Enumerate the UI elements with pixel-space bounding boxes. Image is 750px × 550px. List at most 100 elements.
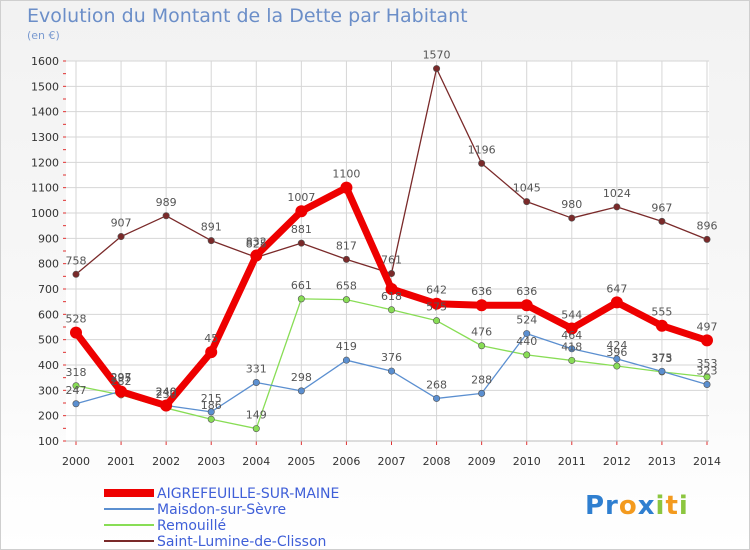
data-label: 881 [291,223,312,236]
logo-letter: Pr [585,491,619,521]
legend-label: AIGREFEUILLE-SUR-MAINE [157,486,339,502]
logo-letter: i [655,491,666,521]
data-point [207,415,215,423]
data-label: 989 [156,196,177,209]
data-label: 295 [111,372,132,385]
data-label: 497 [697,320,718,333]
data-label: 1570 [423,49,451,62]
data-label: 282 [111,375,132,388]
data-point [70,326,82,339]
data-point [520,299,533,312]
data-point [568,345,576,353]
proxiti-logo: Proxiti [585,491,689,521]
logo-letter: o [618,491,638,521]
data-point [297,387,305,395]
data-label: 318 [66,366,87,379]
data-point [655,319,668,332]
x-tick-label: 2005 [287,455,315,468]
data-label: 980 [561,198,582,211]
data-label: 661 [291,279,312,292]
x-tick-label: 2010 [513,455,541,468]
data-point [385,283,398,295]
data-point [613,203,621,211]
data-label: 1007 [287,191,315,204]
data-point [72,270,80,278]
data-point [523,198,531,206]
y-tick-label: 1400 [31,106,59,119]
y-tick-label: 1600 [31,55,59,68]
data-point [523,330,531,338]
legend-label: Remouillé [157,518,226,534]
y-tick-label: 1200 [31,156,59,169]
legend-label: Maisdon-sur-Sèvre [157,502,286,518]
data-label: 528 [66,313,87,326]
data-point [613,362,621,370]
data-label: 464 [561,329,582,342]
data-point [340,181,353,194]
data-point [658,217,666,225]
data-point [610,296,623,309]
data-point [523,351,531,359]
data-label: 297 [111,371,132,384]
data-label: 268 [426,378,447,391]
data-label: 247 [66,384,87,397]
data-point [703,381,711,389]
data-point [162,212,170,220]
x-tick-label: 2013 [648,455,676,468]
data-label: 353 [697,357,718,370]
y-tick-label: 400 [38,359,59,372]
data-label: 288 [471,373,492,386]
data-point [433,317,441,325]
data-point [297,295,305,303]
data-label: 647 [606,282,627,295]
data-point [478,159,486,167]
data-label: 418 [561,340,582,353]
data-label: 1045 [513,182,541,195]
data-label: 817 [336,239,357,252]
data-label: 331 [246,362,267,375]
data-label: 375 [651,351,672,364]
y-tick-label: 800 [38,258,59,271]
y-tick-label: 200 [38,410,59,423]
data-label: 761 [381,254,402,267]
data-label: 230 [156,388,177,401]
x-tick-label: 2014 [693,455,721,468]
y-tick-label: 1300 [31,131,59,144]
y-tick-label: 700 [38,283,59,296]
data-point [342,296,350,304]
data-label: 758 [66,254,87,267]
data-label: 896 [697,219,718,232]
data-point [205,346,218,359]
x-tick-label: 2008 [423,455,451,468]
x-tick-label: 2003 [197,455,225,468]
data-point [207,237,215,245]
x-tick-label: 2011 [558,455,586,468]
data-label: 240 [156,386,177,399]
data-point [433,65,441,73]
data-label: 424 [606,339,627,352]
data-point [478,342,486,350]
data-label: 323 [697,365,718,378]
x-tick-label: 2004 [242,455,270,468]
data-label: 907 [111,217,132,230]
y-tick-label: 500 [38,334,59,347]
data-point [72,382,80,390]
data-label: 215 [201,392,222,405]
x-tick-label: 2002 [152,455,180,468]
data-label: 832 [246,236,267,249]
data-point [658,367,666,375]
data-label: 618 [381,290,402,303]
data-label: 642 [426,284,447,297]
data-point [250,249,263,262]
y-tick-label: 1100 [31,182,59,195]
data-point [568,356,576,364]
data-label: 419 [336,340,357,353]
y-tick-label: 100 [38,435,59,448]
x-tick-label: 2006 [332,455,360,468]
data-point [433,394,441,402]
data-label: 45 [204,332,218,345]
data-label: 555 [651,306,672,319]
data-point [117,233,125,241]
